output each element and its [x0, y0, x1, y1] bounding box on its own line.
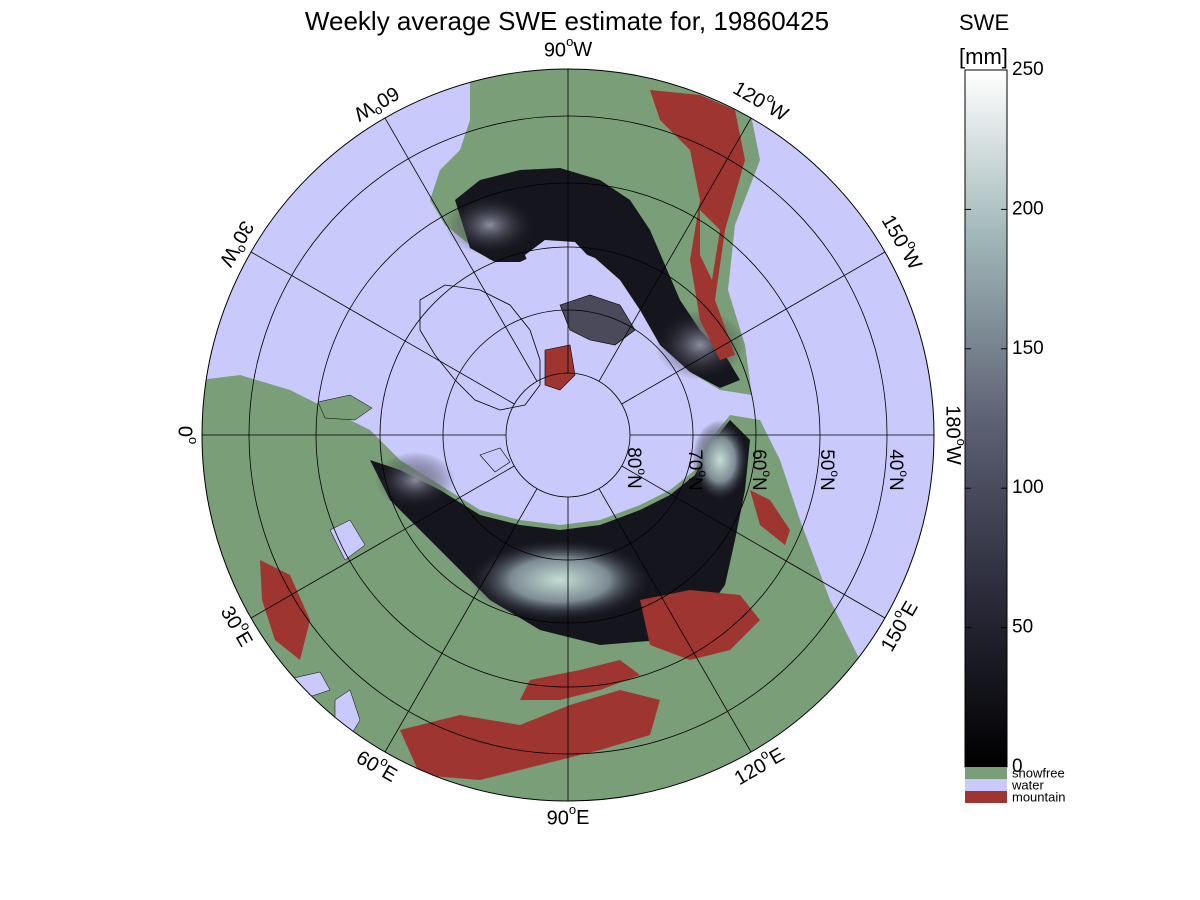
greenland — [419, 284, 541, 411]
legend-swatch-water — [965, 779, 1007, 791]
central-asia-mountains — [520, 660, 640, 700]
latitude-label: 50oN — [816, 449, 842, 491]
legend-label-mountain: mountain — [1012, 789, 1065, 804]
colorbar-tick-label: 200 — [1012, 198, 1044, 219]
longitude-label: 180oW — [942, 405, 969, 465]
latitude-label: 80oN — [623, 447, 649, 489]
canada-snow-glow — [655, 310, 745, 380]
latitude-label: 70oN — [684, 449, 710, 491]
kamchatka-snow-glow — [692, 420, 748, 500]
colorbar-title-line1: SWE — [959, 10, 1010, 35]
map-border — [201, 68, 935, 802]
latitude-labels: 80oN 70oN 60oN 50oN 40oN — [623, 447, 911, 491]
canadian-archipelago — [559, 294, 636, 346]
legend-label-snowfree: snowfree — [1012, 765, 1065, 780]
longitude-label: 90oE — [547, 802, 590, 829]
svalbard — [479, 447, 511, 473]
hudson-bay — [525, 240, 590, 285]
meridian-120E — [598, 488, 752, 753]
baltic-sea — [329, 519, 366, 561]
colorbar-tick-label: 100 — [1012, 477, 1044, 498]
colorbar-tick-label: 250 — [1012, 59, 1044, 80]
kamchatka-mountains — [750, 490, 790, 545]
siberia-snow-glow — [470, 540, 650, 620]
colorbar-gradient — [964, 69, 1008, 768]
graticule — [202, 69, 934, 801]
scandinavia-snow-glow — [375, 452, 455, 508]
meridian-60W — [384, 117, 538, 382]
europe-mountains — [260, 560, 310, 660]
meridian-60E — [384, 488, 538, 753]
meridian-30E — [250, 465, 515, 619]
legend-swatch-snowfree — [965, 767, 1007, 779]
latitude-label: 60oN — [748, 449, 774, 491]
map-disc — [202, 69, 934, 801]
colorbar-tick-label: 150 — [1012, 338, 1044, 359]
meridian-30W — [250, 251, 515, 405]
meridian-120W — [598, 117, 752, 382]
rocky-mountains — [650, 90, 745, 360]
colorbar-tick-label: 50 — [1012, 617, 1033, 638]
longitude-label: 0o — [174, 426, 201, 444]
baffin-island — [544, 344, 576, 391]
colorbar-ticks: 0 50 100 150 200 250 — [965, 59, 1044, 777]
iceland — [317, 394, 373, 421]
meridian-150W — [621, 251, 886, 405]
north-america-west-land — [700, 210, 720, 280]
eurasia-snow — [370, 420, 750, 645]
colorbar-title: SWE [mm] — [959, 6, 1009, 74]
longitude-label: 90oW — [544, 34, 592, 61]
legend-label-water: water — [1011, 777, 1044, 792]
colorbar-title-line2: [mm] — [959, 44, 1008, 69]
himalaya-mountains — [400, 690, 660, 780]
map-title: Weekly average SWE estimate for, 1986042… — [304, 6, 830, 36]
east-asia-mountains — [640, 590, 760, 660]
legend-swatch-mountain — [965, 791, 1007, 803]
hudson-bay-snow-glow — [445, 195, 535, 255]
latitude-label: 40oN — [885, 449, 911, 491]
meridian-150E — [621, 465, 886, 619]
colorbar-tick-label: 0 — [1012, 756, 1023, 777]
